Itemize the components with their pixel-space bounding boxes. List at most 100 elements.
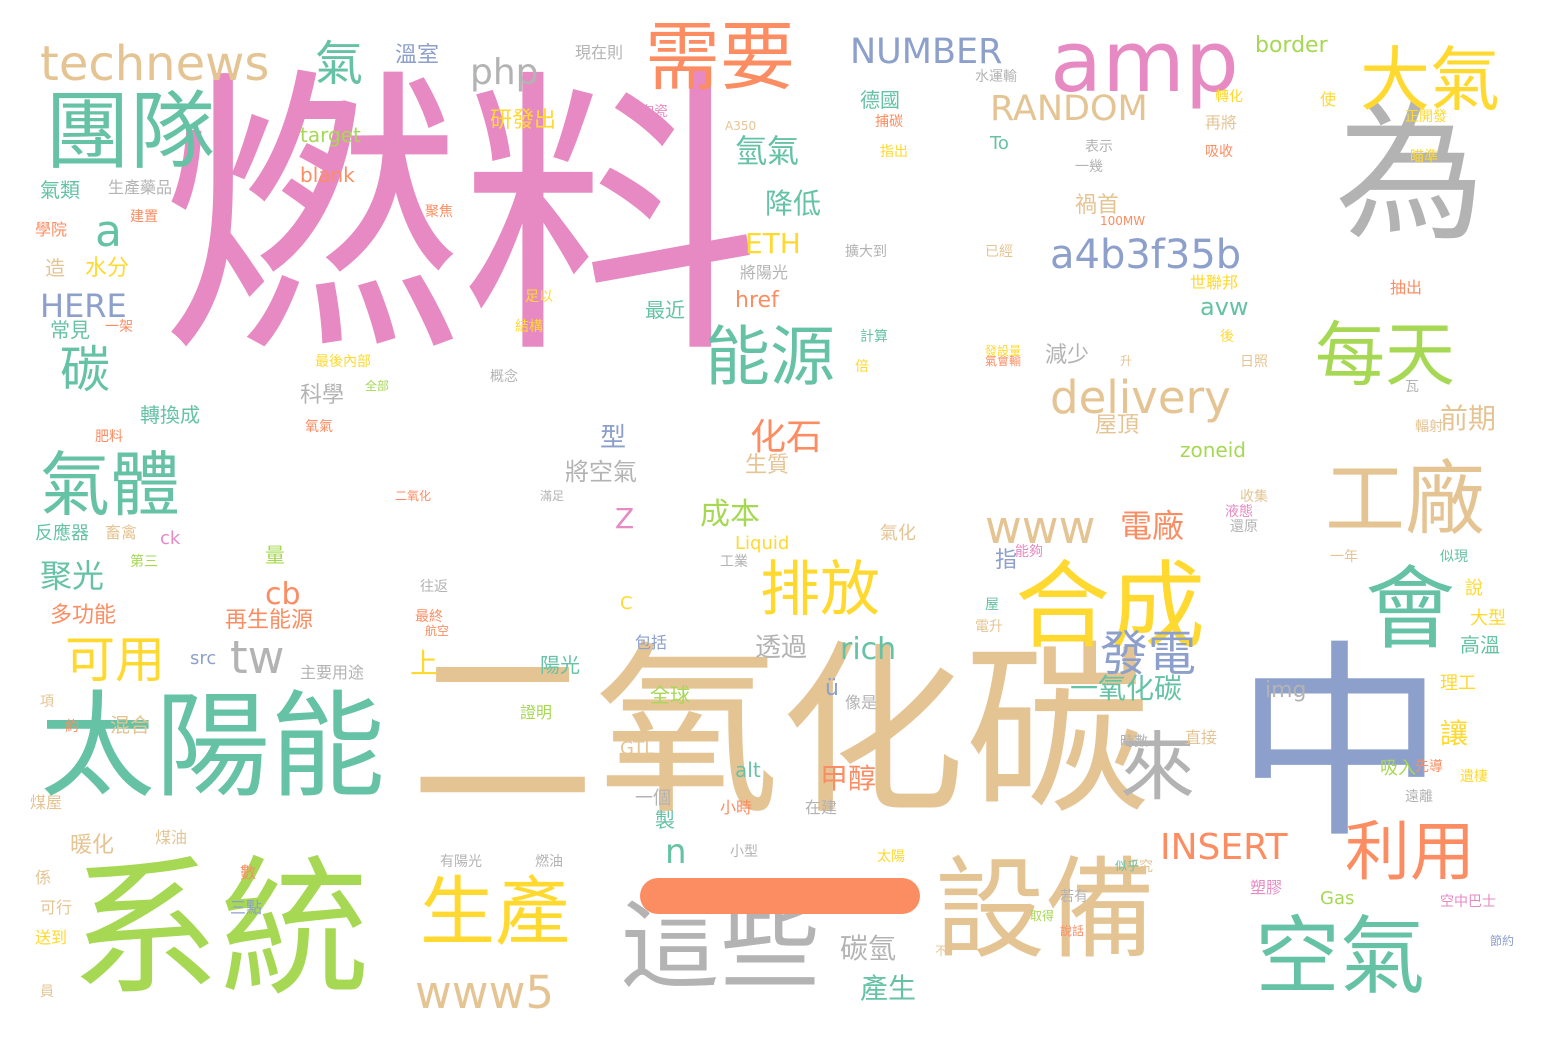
word: 氧氣 (305, 419, 333, 435)
word: 轉換成 (140, 403, 200, 427)
word: 理工 (1440, 673, 1476, 694)
word: 科學 (300, 383, 345, 408)
word: n (665, 832, 687, 872)
word: 混合 (110, 713, 150, 737)
word: technews (40, 36, 270, 92)
word: 第三 (130, 554, 158, 570)
word: 有陽光 (440, 854, 482, 870)
word: INSERT (1160, 827, 1288, 868)
word: 像是 (845, 693, 878, 712)
word: 氫氣 (735, 132, 800, 170)
word: 滿足 (540, 489, 565, 503)
word: 量 (265, 543, 285, 567)
word: 屋 (985, 597, 999, 613)
word: A350 (725, 119, 757, 133)
word: 似乎 (1115, 859, 1140, 873)
word: 指出 (880, 144, 908, 160)
word: 瓦 (1405, 379, 1419, 395)
word: 利用 (1345, 815, 1476, 890)
word: 生產 (420, 868, 571, 956)
word: 煤油 (155, 828, 188, 847)
word: 遺棲 (1460, 769, 1488, 785)
word: C (620, 593, 633, 614)
word: 讓 (1440, 717, 1469, 750)
word: 造 (45, 256, 65, 280)
word: 太陽能 (40, 680, 386, 814)
word: 甲醇 (820, 762, 877, 795)
word: 設備 (935, 846, 1155, 974)
word: 產生 (860, 972, 917, 1005)
word: 能夠 (1015, 544, 1043, 560)
word: 陽光 (540, 653, 580, 677)
word: 一年 (1330, 549, 1358, 565)
word: 時數 (1120, 734, 1148, 750)
word: 擴大到 (845, 244, 887, 260)
word: delivery (1050, 371, 1231, 424)
word: 製 (655, 808, 675, 832)
word: 空中巴士 (1440, 894, 1496, 910)
word: 吸收 (1205, 144, 1233, 160)
word: zoneid (1180, 438, 1246, 462)
word: 研發出 (490, 108, 557, 133)
word: 能源 (705, 320, 836, 395)
word: 肥料 (95, 429, 123, 445)
word: 員 (40, 984, 54, 1000)
word: 學院 (35, 220, 68, 239)
word: 足以 (525, 289, 553, 305)
word: 暖化 (70, 833, 115, 858)
word: 常見 (50, 318, 90, 342)
word: Gas (1320, 888, 1355, 909)
word: NUMBER (850, 32, 1003, 72)
word: 還原 (1230, 519, 1258, 535)
word: 在建 (805, 798, 838, 817)
word: RANDOM (990, 89, 1148, 129)
word: 世聯邦 (1190, 273, 1239, 292)
word: 水運輸 (975, 69, 1017, 85)
word: 不 (935, 944, 948, 958)
word: 指 (995, 548, 1018, 573)
word: 可用 (65, 631, 165, 689)
word: 再將 (1205, 113, 1238, 132)
word: 航空 (425, 624, 450, 638)
word: ü (825, 676, 839, 701)
word: 一氧化碳 (1070, 672, 1183, 705)
word: 中 (1235, 622, 1446, 867)
word: HERE (40, 287, 127, 325)
word: 水分 (85, 256, 130, 281)
word: 遠離 (1405, 789, 1433, 805)
word: 氣會輸 (985, 354, 1022, 368)
word: 吸入 (1380, 758, 1416, 779)
word: src (190, 648, 217, 669)
word: 前期 (1440, 402, 1497, 435)
word: To (990, 133, 1009, 154)
word: img (1265, 678, 1307, 703)
word: 電升 (975, 619, 1003, 635)
word: 德國 (860, 88, 900, 112)
word: 包括 (635, 633, 668, 652)
word: 轉化 (1215, 89, 1243, 105)
word: 最後內部 (315, 354, 371, 370)
word: 小時 (720, 798, 753, 817)
word: 輻射 (1415, 419, 1443, 435)
word: 電廠 (1120, 507, 1185, 545)
word: 研究 (1125, 859, 1153, 875)
word: a (95, 206, 122, 257)
word: 屋頂 (1095, 413, 1140, 438)
word: 聚焦 (425, 204, 453, 220)
word: a4b3f35b (1050, 232, 1242, 278)
word: 節約 (1490, 934, 1515, 948)
word: 系統 (70, 843, 371, 1017)
word: 最終 (415, 609, 443, 625)
word: 氣化 (880, 523, 916, 544)
word: 最近 (645, 298, 685, 322)
word: 日照 (1240, 354, 1268, 370)
word: 氣體 (40, 444, 180, 526)
word: 說 (1465, 578, 1483, 599)
word: 概念 (490, 369, 518, 385)
word: 證明 (520, 703, 553, 722)
word: 液態 (1225, 504, 1253, 520)
word: 已經 (985, 244, 1013, 260)
word: 項 (40, 694, 54, 710)
word: 捕碳 (875, 114, 903, 130)
word: href (735, 288, 779, 313)
